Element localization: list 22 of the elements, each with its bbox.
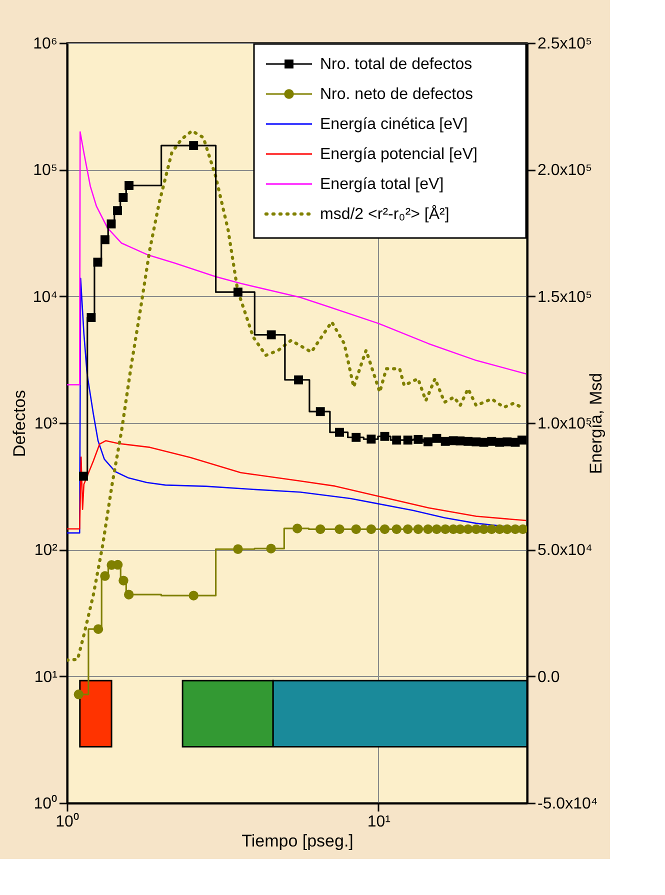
legend-label: Nro. neto de defectos — [320, 86, 473, 103]
y-tick-label: 10¹ — [34, 668, 58, 686]
legend-label: Nro. total de defectos — [320, 56, 472, 73]
y-tick-label: 10⁰ — [34, 794, 58, 812]
x-axis-title: Tiempo [pseg.] — [242, 832, 354, 850]
y2-tick-label: 1.0x10⁵ — [538, 416, 592, 432]
y-tick-label: 10² — [34, 542, 58, 560]
y2-tick-label: 2.0x10⁵ — [538, 162, 592, 180]
y-tick-label: 10³ — [34, 416, 58, 432]
legend-label: Energía potencial [eV] — [320, 146, 478, 163]
legend-label: Energía cinética [eV] — [320, 116, 468, 133]
legend-label: msd/2 <r²-r₀²> [Å²] — [320, 205, 450, 223]
y-tick-label: 10⁴ — [32, 288, 58, 306]
y-axis-title: Defectos — [10, 390, 29, 458]
y-tick-label: 10⁵ — [33, 162, 58, 180]
y2-tick-label: -5.0x10⁴ — [538, 796, 598, 812]
y2-tick-label: 2.5x10⁵ — [538, 36, 592, 52]
y-tick-label: 10⁶ — [33, 36, 58, 52]
legend-label: Energía total [eV] — [320, 176, 444, 193]
y2-tick-label: 5.0x10⁴ — [538, 542, 593, 560]
y2-tick-label: 0.0 — [538, 668, 560, 686]
y2-tick-label: 1.5x10⁵ — [538, 288, 592, 306]
